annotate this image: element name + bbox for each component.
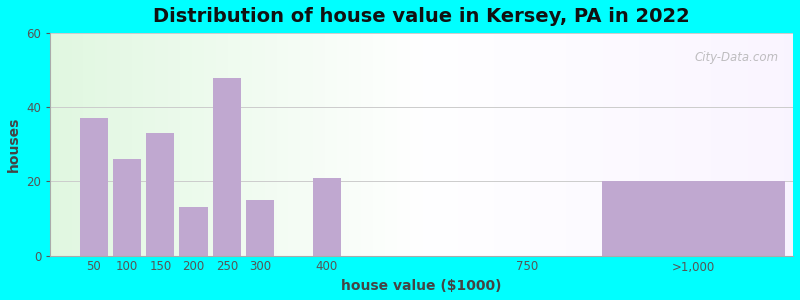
X-axis label: house value ($1000): house value ($1000) — [342, 279, 502, 293]
Y-axis label: houses: houses — [7, 117, 21, 172]
Bar — [602, 182, 785, 256]
Text: City-Data.com: City-Data.com — [694, 51, 778, 64]
Title: Distribution of house value in Kersey, PA in 2022: Distribution of house value in Kersey, P… — [154, 7, 690, 26]
Bar — [246, 200, 274, 256]
Bar — [179, 207, 208, 256]
Bar — [113, 159, 141, 256]
Bar — [213, 78, 241, 256]
Bar — [313, 178, 341, 256]
Bar — [79, 118, 108, 256]
Bar — [146, 133, 174, 256]
